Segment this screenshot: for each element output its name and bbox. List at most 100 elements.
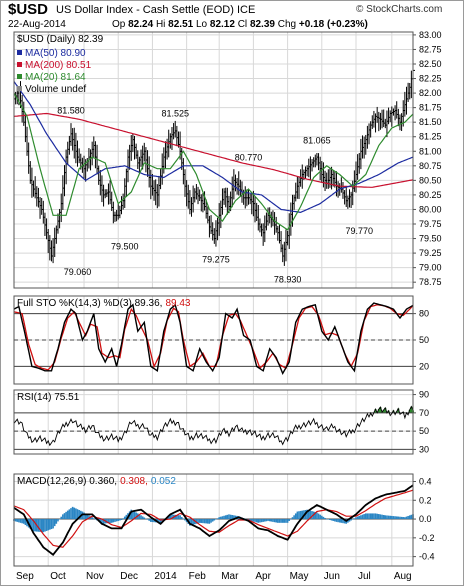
price-axis-tick-label: 81.75 (419, 103, 442, 113)
macd-histogram-bar (198, 519, 201, 523)
macd-histogram-bar (78, 509, 80, 520)
macd-histogram-bar (364, 513, 367, 520)
macd-histogram-bar (37, 519, 40, 532)
price-annotation: 81.065 (303, 135, 331, 145)
macd-histogram-bar (115, 519, 118, 522)
macd-histogram-bar (270, 519, 273, 522)
macd-histogram-bar (231, 514, 234, 520)
macd-histogram-bar (205, 519, 207, 524)
stockcharts-logo: © StockCharts.com (356, 4, 443, 15)
macd-histogram-bar (39, 519, 41, 532)
macd-histogram-bar (309, 510, 312, 520)
macd-histogram-bar (73, 507, 76, 520)
price-legend-2: MA(200) 80.51 (25, 60, 92, 71)
close-label: Cl (237, 19, 248, 30)
macd-histogram-bar (293, 515, 295, 520)
legend-swatch-4 (17, 86, 22, 91)
macd-histogram-bar (223, 515, 225, 520)
rsi-axis-tick-label: 50 (419, 426, 429, 436)
macd-histogram-bar (42, 519, 45, 533)
macd-histogram-bar (184, 519, 186, 521)
macd-histogram-bar (246, 519, 248, 520)
macd-histogram-bar (257, 519, 260, 523)
macd-histogram-bar (150, 519, 152, 522)
macd-histogram-bar (379, 514, 382, 520)
macd-histogram-bar (265, 519, 268, 522)
macd-axis-tick-label: -0.4 (419, 552, 435, 562)
macd-histogram-bar (102, 519, 105, 524)
macd-histogram-bar (392, 516, 395, 520)
quote-date: 22-Aug-2014 (8, 19, 66, 30)
macd-histogram-bar (391, 515, 393, 520)
price-axis-tick-label: 79.00 (419, 263, 442, 273)
price-annotation: 79.500 (111, 242, 139, 252)
macd-histogram-bar (133, 511, 136, 520)
legend-swatch-1 (17, 50, 22, 55)
macd-histogram-bar (334, 519, 336, 522)
sto-legend-1: 89.43 (165, 298, 190, 309)
macd-histogram-bar (71, 506, 74, 520)
macd-histogram-bar (218, 517, 220, 520)
price-annotation: 81.525 (161, 109, 189, 119)
macd-histogram-bar (353, 518, 356, 520)
macd-histogram-bar (368, 513, 370, 520)
macd-histogram-bar (207, 519, 209, 524)
macd-histogram-bar (174, 514, 177, 520)
x-axis-label: May (290, 571, 309, 582)
open-value: 82.24 (128, 19, 154, 30)
macd-histogram-bar (374, 513, 377, 520)
macd-histogram-bar (88, 515, 90, 520)
macd-histogram-bar (60, 516, 63, 520)
open-label: Op (112, 19, 126, 30)
macd-histogram-bar (233, 515, 235, 520)
x-axis-label: Oct (50, 571, 66, 582)
rsi-axis-tick-label: 30 (419, 444, 429, 454)
macd-histogram-bar (316, 512, 318, 520)
close-value: 82.39 (249, 19, 275, 30)
macd-histogram-bar (361, 514, 364, 520)
macd-histogram-bar (117, 519, 120, 521)
macd-histogram-bar (314, 512, 317, 520)
macd-histogram-bar (405, 516, 408, 520)
macd-histogram-bar (146, 519, 149, 520)
price-axis-tick-label: 82.00 (419, 88, 442, 98)
macd-histogram-bar (278, 519, 281, 523)
legend-swatch-2 (17, 62, 22, 67)
macd-histogram-bar (179, 515, 181, 520)
x-axis-label: Apr (255, 571, 271, 582)
macd-histogram-bar (327, 519, 330, 520)
macd-histogram-bar (94, 519, 97, 520)
macd-histogram-bar (130, 509, 133, 520)
price-axis-tick-label: 81.00 (419, 146, 442, 156)
macd-histogram-bar (63, 513, 66, 520)
macd-histogram-bar (211, 519, 214, 522)
price-axis-tick-label: 78.75 (419, 277, 442, 287)
macd-histogram-bar (342, 519, 344, 524)
rsi-axis-tick-label: 70 (419, 408, 429, 418)
macd-histogram-bar (40, 519, 43, 533)
macd-histogram-bar (158, 519, 160, 523)
price-annotation: 81.580 (57, 106, 85, 116)
macd-histogram-bar (407, 515, 409, 520)
macd-histogram-bar (351, 519, 354, 520)
macd-histogram-bar (402, 517, 405, 520)
macd-histogram-bar (291, 517, 294, 520)
macd-histogram-bar (109, 519, 111, 523)
macd-histogram-bar (285, 519, 287, 523)
macd-histogram-bar (228, 514, 230, 520)
x-axis-label: Jul (358, 571, 371, 582)
macd-histogram-bar (197, 519, 199, 524)
macd-histogram-bar (226, 514, 229, 520)
macd-histogram-bar (338, 519, 341, 523)
x-axis-label: Aug (394, 571, 412, 582)
macd-histogram-bar (123, 516, 126, 520)
change-label: Chg (277, 19, 297, 30)
macd-histogram-bar (254, 519, 256, 522)
macd-histogram-bar (99, 519, 102, 523)
sto-d-line (13, 304, 414, 371)
macd-histogram-bar (376, 513, 378, 520)
macd-histogram-bar (340, 519, 343, 523)
macd-histogram-bar (399, 516, 401, 520)
macd-histogram-bar (169, 514, 172, 520)
